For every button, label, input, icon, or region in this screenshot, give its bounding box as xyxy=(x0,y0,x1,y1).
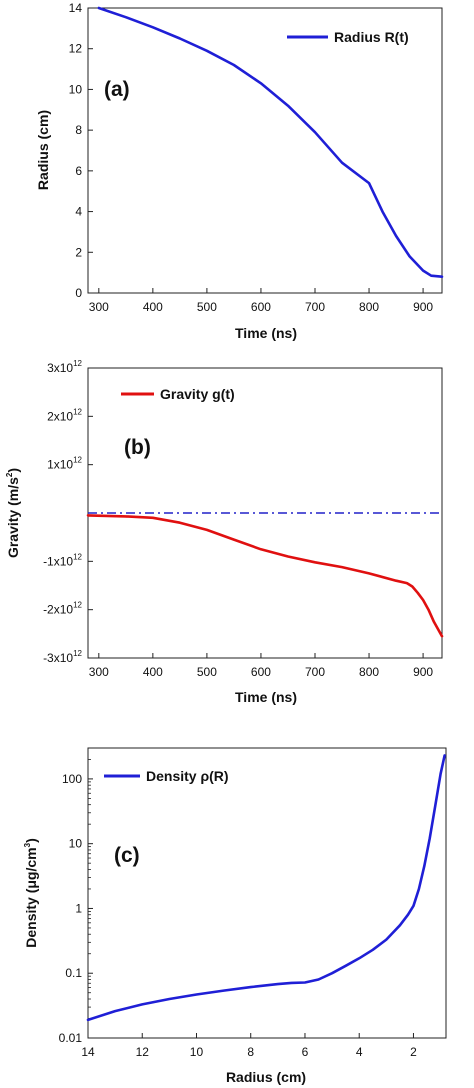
panel-a-y-tick-label: 12 xyxy=(69,42,83,56)
panel-c-series xyxy=(86,754,446,1022)
panel-c-x-tick-label: 14 xyxy=(81,1045,95,1059)
panel-b-x-tick-label: 600 xyxy=(251,665,271,679)
panel-c-legend-label: Density ρ(R) xyxy=(146,768,229,784)
panel-a-x-ticks: 300 400 500 600 700 800 900 xyxy=(89,288,433,314)
panel-b-x-tick-label: 300 xyxy=(89,665,109,679)
panel-c-y-title-end: ) xyxy=(23,838,39,843)
panel-a-series xyxy=(97,6,444,279)
panel-b-x-axis-title: Time (ns) xyxy=(235,689,297,705)
panel-b-x-ticks: 300 400 500 600 700 800 900 xyxy=(89,653,433,679)
panel-b-label: (b) xyxy=(124,436,151,459)
panel-b-series xyxy=(86,514,444,638)
panel-a-x-tick-label: 700 xyxy=(305,300,325,314)
panel-b-y-tick-label: -1x1012 xyxy=(43,552,82,568)
panel-b-y-title-end: ) xyxy=(5,468,21,473)
panel-c-x-tick-label: 10 xyxy=(190,1045,204,1059)
panel-a: 0 2 4 6 8 10 12 14 300 400 500 600 700 800 900 Radius… xyxy=(35,1,444,341)
panel-b-x-tick-label: 900 xyxy=(413,665,433,679)
panel-b-y-tick-label: 1x1012 xyxy=(47,456,82,472)
panel-a-x-tick-label: 900 xyxy=(413,300,433,314)
panel-b-series-line xyxy=(86,514,444,638)
panel-a-y-tick-label: 4 xyxy=(75,205,82,219)
panel-c-x-tick-label: 8 xyxy=(247,1045,254,1059)
panel-b-y-axis-title: Gravity (m/s2) xyxy=(5,468,21,558)
panel-a-x-tick-label: 300 xyxy=(89,300,109,314)
panel-b-y-tick-label: -3x1012 xyxy=(43,649,82,665)
panel-b-y-title-main: Gravity (m/s xyxy=(5,477,21,558)
panel-a-x-tick-label: 600 xyxy=(251,300,271,314)
panel-a-y-ticks: 0 2 4 6 8 10 12 14 xyxy=(69,1,93,300)
panel-c-y-tick-label: 0.01 xyxy=(59,1031,83,1045)
panel-a-series-line xyxy=(97,6,444,279)
panel-a-x-tick-label: 400 xyxy=(143,300,163,314)
panel-b-x-tick-label: 700 xyxy=(305,665,325,679)
panel-a-y-tick-label: 2 xyxy=(75,245,82,259)
panel-c-y-title-mu: μ xyxy=(23,880,39,889)
panel-b-x-tick-label: 400 xyxy=(143,665,163,679)
panel-c-x-tick-label: 2 xyxy=(410,1045,417,1059)
panel-c-y-tick-label: 0.1 xyxy=(65,966,82,980)
panel-c-y-tick-label: 10 xyxy=(69,837,83,851)
panel-c-x-tick-label: 6 xyxy=(302,1045,309,1059)
panel-b-x-tick-label: 500 xyxy=(197,665,217,679)
panel-a-y-tick-label: 0 xyxy=(75,286,82,300)
panel-c: 0.01 0.1 1 10 100 14 12 10 8 6 4 2 Density ρ(R) (c… xyxy=(23,747,447,1085)
panel-a-label: (a) xyxy=(104,78,130,101)
panel-a-legend-label: Radius R(t) xyxy=(334,29,409,45)
panel-a-y-axis-title: Radius (cm) xyxy=(35,110,51,190)
panel-b-legend-label: Gravity g(t) xyxy=(160,386,235,402)
panel-c-label: (c) xyxy=(114,844,140,867)
panel-c-y-title-mid: g/cm xyxy=(23,847,39,880)
panel-c-y-axis-title: Density (μg/cm3) xyxy=(23,838,39,948)
panel-b-y-tick-label: 3x1012 xyxy=(47,359,82,375)
panel-a-x-tick-label: 500 xyxy=(197,300,217,314)
panel-a-x-tick-label: 800 xyxy=(359,300,379,314)
panel-a-y-tick-label: 6 xyxy=(75,164,82,178)
panel-c-x-ticks: 14 12 10 8 6 4 2 xyxy=(81,1033,417,1059)
panel-a-x-axis-title: Time (ns) xyxy=(235,325,297,341)
panel-b-y-tick-label: -2x1012 xyxy=(43,601,82,617)
panel-c-x-tick-label: 12 xyxy=(136,1045,150,1059)
panel-c-y-ticks: 0.01 0.1 1 10 100 xyxy=(59,747,93,1045)
panel-a-y-tick-label: 8 xyxy=(75,123,82,137)
panel-b-x-tick-label: 800 xyxy=(359,665,379,679)
panel-c-plot-frame xyxy=(87,747,447,1039)
panel-c-y-tick-label: 1 xyxy=(75,901,82,915)
panel-b-y-tick-label: 2x1012 xyxy=(47,407,82,423)
panel-a-plot-frame xyxy=(87,7,443,294)
panel-c-y-tick-label: 100 xyxy=(62,772,82,786)
panel-c-series-line xyxy=(86,754,446,1022)
panel-a-y-tick-label: 10 xyxy=(69,82,83,96)
panel-c-y-title-sup: 3 xyxy=(23,842,32,847)
panel-c-x-tick-label: 4 xyxy=(356,1045,363,1059)
panel-b: 3x10122x10121x1012-1x1012-2x1012-3x1012 … xyxy=(5,359,444,705)
panel-b-y-ticks: 3x1012 2x1012 1x1012 -1x1012 -2x1012 -3x1012 xyxy=(43,359,93,665)
panel-c-y-title-main: Density ( xyxy=(23,888,39,947)
panel-c-x-axis-title: Radius (cm) xyxy=(226,1069,306,1085)
panel-b-y-title-sup: 2 xyxy=(5,472,14,477)
panel-a-y-tick-label: 14 xyxy=(69,1,83,15)
